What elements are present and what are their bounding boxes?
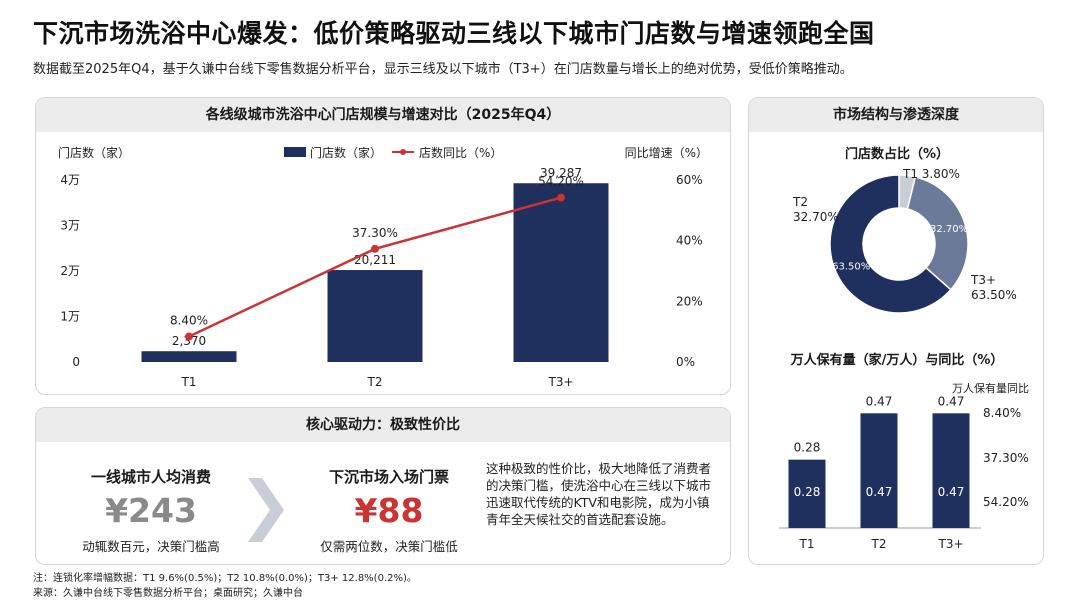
lower-tier-ticket-label: 下沉市场入场门票 [328,468,449,486]
share-slice [906,176,969,291]
lower-tier-ticket-note: 仅需两位数，决策门槛低 [320,539,458,554]
market-structure-panel: 市场结构与渗透深度 门店数占比（%） 32.70% 63.50% T1 3.80%… [748,97,1044,565]
slice-outer-label: T3+ 63.50% [970,273,1017,302]
page-subtitle: 数据截至2025年Q4，基于久谦中台线下零售数据分析平台，显示三线及以下城市（T… [33,62,853,77]
yoy-growth-point [371,244,379,253]
pie-title: 门店数占比（%） [845,146,949,162]
x-tick-label: T1 [181,375,197,389]
store-count-label: 20,211 [354,253,396,267]
lower-tier-ticket-value: ¥88 [354,491,424,530]
store-scale-panel: 各线级城市洗浴中心门店规模与增速对比（2025年Q4） 门店数（家） 同比增速（… [35,97,731,395]
density-bar [860,413,898,528]
store-count-bar [513,183,609,362]
store-scale-chart: 门店数（家） 同比增速（%） 门店数（家） 店数同比（%） 01万2万3万4万 … [58,145,708,389]
yoy-growth-point [557,193,565,202]
density-inner-label: 0.28 [794,485,821,499]
page-title: 下沉市场洗浴中心爆发：低价策略驱动三线以下城市门店数与增速领跑全国 [33,19,875,48]
tier1-spend-note: 动辄数百元，决策门槛高 [82,539,220,554]
source-note: 来源：久谦中台线下零售数据分析平台；桌面研究；久谦中台 [33,588,303,599]
market-structure-panel-title: 市场结构与渗透深度 [749,98,1043,132]
legend-line-label: 店数同比（%） [419,145,502,160]
footnote: 注：连锁化率增幅数据：T1 9.6%(0.5%)；T2 10.8%(0.0%)；… [33,573,417,584]
y-left-tick-label: 4万 [60,173,80,187]
yoy-growth-point [185,332,193,341]
share-slice [829,174,952,314]
lower-tier-ticket-block: 下沉市场入场门票 ¥88 仅需两位数，决策门槛低 [294,466,484,555]
market-structure-charts: 门店数占比（%） 32.70% 63.50% T1 3.80% T2 32.70% T3… [779,146,1029,551]
density-top-label: 0.28 [794,441,821,455]
density-x-label: T3+ [937,537,963,551]
density-inner-label: 0.47 [866,485,893,499]
y-left-tick-label: 3万 [60,219,80,233]
y-right-tick-label: 40% [676,234,703,248]
legend-bar-label: 门店数（家） [310,145,382,160]
yoy-growth-label: 54.20% [538,175,584,189]
driver-explanation: 这种极致的性价比，极大地降低了消费者的决策门槛，使洗浴中心在三线以下城市迅速取代… [486,461,712,527]
density-yoy-label: 8.40% [983,406,1021,420]
density-bar [788,459,826,528]
x-tick-label: T2 [367,375,383,389]
y-right-tick-label: 20% [676,294,703,308]
density-bar [932,413,970,528]
density-top-label: 0.47 [938,394,965,408]
store-count-label: 2,370 [172,334,206,348]
y-left-tick-label: 1万 [60,310,80,324]
y-left-tick-label: 2万 [60,264,80,278]
tier1-spend-label: 一线城市人均消费 [90,468,211,486]
y-left-axis-title: 门店数（家） [58,145,130,160]
density-yoy-label: 54.20% [983,495,1029,509]
slice-outer-label: T2 32.70% [792,195,839,224]
density-yoy-label: 37.30% [983,451,1029,465]
y-left-tick-label: 0 [72,355,80,369]
core-driver-panel: 核心驱动力：极致性价比 一线城市人均消费 ¥243 动辄数百元，决策门槛高 下沉… [35,407,731,565]
density-top-label: 0.47 [866,394,893,408]
yoy-growth-label: 37.30% [352,226,398,240]
store-count-label: 39,287 [540,166,582,180]
chart-legend: 门店数（家） 店数同比（%） [284,145,502,160]
legend-bar-swatch [284,147,306,157]
density-x-label: T1 [799,537,815,551]
slice-inner-label: 63.50% [832,262,870,273]
legend-line-marker [400,149,406,155]
density-bar-title: 万人保有量（家/万人）与同比（%） [790,352,1004,368]
yoy-growth-label: 8.40% [170,314,208,328]
density-x-label: T2 [871,537,887,551]
x-tick-label: T3+ [547,375,573,389]
density-inner-label: 0.47 [938,485,965,499]
y-right-axis-title: 同比增速（%） [625,146,708,160]
tier1-spend-block: 一线城市人均消费 ¥243 动辄数百元，决策门槛高 [56,466,246,555]
y-right-tick-label: 0% [676,355,695,369]
store-count-bar [327,270,423,362]
core-driver-panel-title: 核心驱动力：极致性价比 [36,408,730,442]
density-side-title: 万人保有量同比 [952,381,1029,395]
slice-outer-label: T1 3.80% [902,167,960,181]
slice-inner-label: 32.70% [930,224,968,235]
tier1-spend-value: ¥243 [105,491,197,530]
store-scale-panel-title: 各线级城市洗浴中心门店规模与增速对比（2025年Q4） [36,98,730,132]
store-count-bar [141,351,237,362]
y-right-tick-label: 60% [676,173,703,187]
chevron-right-icon [248,478,284,542]
